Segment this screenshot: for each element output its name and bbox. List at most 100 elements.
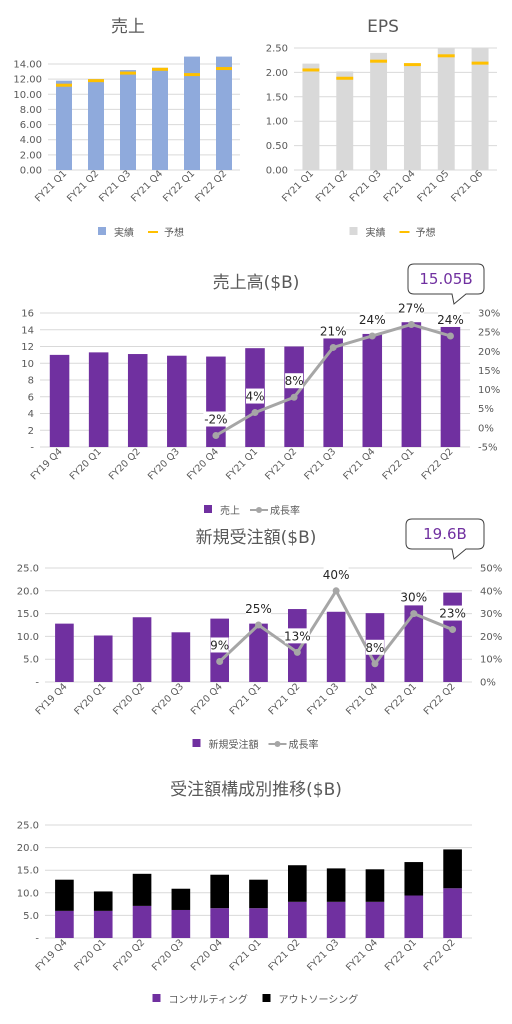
y2-tick-label: 15% [478,366,500,377]
data-label: 24% [437,313,464,327]
y2-tick-label: 50% [480,564,502,575]
y-tick-label: 10.0 [17,888,39,899]
x-tick-label: FY21 Q3 [97,168,133,204]
growth-point [329,343,337,351]
data-label-bg [440,605,466,621]
x-tick-label: FY21 Q2 [266,681,302,717]
legend-item: 売上 [204,504,240,517]
data-label: 27% [398,301,425,315]
legend-dash-swatch [148,231,158,233]
growth-point [371,660,379,668]
bar-実績 [370,52,388,170]
y2-tick-label: 5% [478,404,494,415]
bar-実績 [437,48,455,170]
growth-point [290,393,298,401]
data-label: 13% [284,629,311,643]
x-tick-label: FY22 Q2 [193,168,229,204]
x-tick-label: FY20 Q3 [150,937,186,973]
y2-tick-label: 0% [480,678,496,689]
bar-売上 [88,352,109,447]
bar-実績 [120,70,136,170]
x-tick-label: FY22 Q1 [383,937,419,973]
x-tick-label: FY21 Q1 [228,937,264,973]
x-tick-label: FY19 Q4 [29,446,65,482]
forecast-mark [216,67,232,71]
growth-point [446,332,454,340]
y-tick-label: 15.0 [17,866,39,877]
callout-box: 15.05B [407,263,485,305]
y-tick-label: 5.0 [23,911,39,922]
y2-tick-label: 30% [478,309,500,320]
bar-新規受注額 [93,635,113,682]
y-tick-label: 25.0 [17,564,39,575]
y2-tick-label: 40% [480,586,502,597]
chart-title: 売上 [111,17,145,37]
growth-point [407,320,415,328]
y-tick-label: - [30,443,34,454]
legend-item: 新規受注額 [192,738,259,751]
data-label-bg [365,639,384,655]
data-label: 21% [320,324,347,338]
forecast-mark [471,61,489,65]
x-tick-label: FY20 Q3 [150,681,186,717]
bar-コンサルティング [365,901,385,938]
y-tick-label: 25.0 [17,821,39,832]
growth-point [212,432,220,440]
legend-item: 予想 [399,226,436,239]
legend-label: コンサルティング [169,993,248,1006]
x-tick-label: FY20 Q2 [111,937,147,973]
x-tick-label: FY21 Q2 [266,937,302,973]
data-label: 40% [323,568,350,582]
legend-label: 実績 [114,226,134,239]
y-tick-label: 10 [21,359,34,370]
forecast-mark [336,76,354,80]
forecast-mark [152,67,168,71]
y-tick-label: 4.00 [20,135,42,146]
bar-アウトソーシング [55,879,74,911]
data-label-bg [246,601,271,616]
callout-box: 19.6B [405,518,485,560]
bar-アウトソーシング [326,868,346,902]
chart-title: 売上高($B) [213,273,300,293]
legend-label: 成長率 [270,504,300,517]
x-tick-label: FY21 Q3 [305,681,341,717]
y2-tick-label: 20% [480,632,502,643]
legend-item: コンサルティング [152,993,248,1006]
y-tick-label: 20.0 [17,586,39,597]
growth-point [255,621,262,629]
y-tick-label: 14 [21,325,34,336]
y-tick-label: 10.0 [17,632,39,643]
y-tick-label: 20.0 [17,843,39,854]
forecast-mark [302,68,320,72]
forecast-mark [370,59,388,63]
chart-orders: 新規受注額($B) - 5.0 10.0 15.0 20.0 25.0 0% 10% 20% 30%… [17,518,502,751]
data-label-bg [359,311,385,327]
x-tick-label: FY21 Q4 [344,681,380,717]
y-tick-label: 2.00 [266,68,288,79]
bar-コンサルティング [326,901,346,938]
data-label-bg [437,311,463,327]
legend-dash-swatch [399,231,410,233]
y-tick-label: 14.00 [13,60,42,71]
bar-新規受注額 [326,611,346,682]
bar-実績 [56,80,72,170]
data-label-bg [203,411,229,427]
forecast-mark [437,54,455,58]
bar-新規受注額 [404,605,424,682]
growth-point [368,332,376,340]
y-tick-label: 8.00 [20,105,42,116]
x-tick-label: FY21 Q1 [228,681,264,717]
bar-実績 [336,71,354,170]
bar-コンサルティング [404,895,424,938]
legend-label: 実績 [366,226,386,239]
legend-swatch [152,994,161,1002]
bar-アウトソーシング [288,865,307,902]
data-label: -2% [204,413,227,427]
bar-アウトソーシング [132,873,152,906]
forecast-mark [184,73,200,77]
x-tick-label: FY21 Q4 [129,168,165,204]
growth-point [410,610,418,618]
forecast-mark [120,71,136,75]
